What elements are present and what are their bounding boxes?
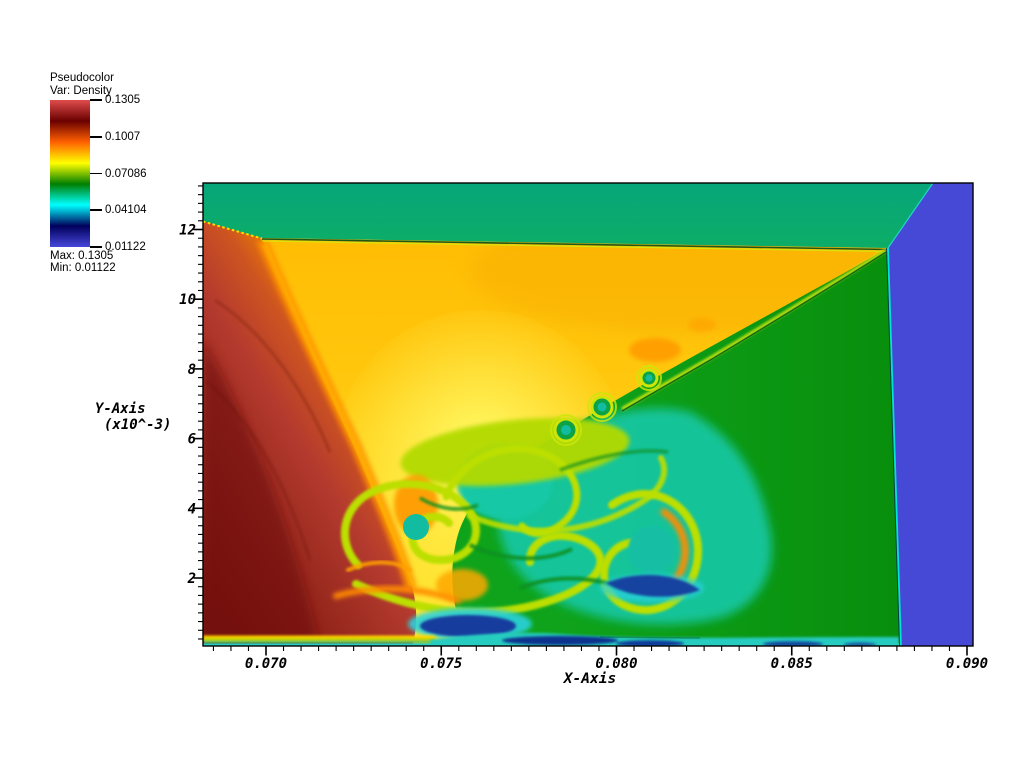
strip-green-layer [203, 641, 440, 644]
strip-dark-line [599, 636, 701, 639]
legend-tick-mark [90, 99, 102, 101]
y-axis-scale-label: (x10^-3) [104, 417, 172, 433]
legend-tick-label: 0.01122 [105, 241, 146, 253]
region-top-band [203, 183, 933, 248]
lime-ribbon [599, 490, 703, 615]
strip-navy-blob [616, 640, 684, 646]
green-filament [419, 496, 479, 511]
red-wedge-bright-edge [261, 243, 415, 589]
legend-tick-label: 0.1305 [105, 94, 141, 106]
lime-ribbon [352, 531, 605, 617]
x-tick-label: 0.085 [771, 656, 813, 672]
vortex-core [628, 526, 676, 574]
legend-min-value: Min: 0.01122 [50, 262, 116, 274]
strip-lime-layer [203, 638, 435, 642]
legend-tick-label: 0.1007 [105, 130, 141, 143]
blue-diagonal-cyan-line [887, 183, 934, 249]
strip-navy-blob [763, 641, 823, 646]
navy-pocket [420, 615, 516, 637]
x-axis-ticks [212, 646, 968, 656]
y-tick-label: 2 [187, 571, 196, 587]
x-tick-label: 0.075 [420, 656, 462, 672]
x-tick-label: 0.070 [245, 656, 287, 672]
green-filament [559, 449, 669, 472]
y-tick-label: 12 [179, 223, 196, 239]
strip-navy-blob [502, 636, 618, 645]
orange-blob [436, 569, 488, 601]
slip-line-lime [621, 248, 887, 411]
orange-filament [333, 585, 461, 604]
legend-tick-mark [90, 135, 102, 138]
y-tick-label: 6 [188, 432, 196, 448]
y-axis-title: Y-Axis (x10^-3) [95, 401, 171, 433]
x-axis-title: X-Axis [563, 671, 617, 687]
rollup-core [561, 425, 571, 435]
legend-tick-label: 0.07086 [105, 167, 147, 180]
kh-rollups [550, 365, 662, 446]
x-tick-label: 0.080 [595, 656, 637, 672]
green-filament [469, 543, 573, 561]
legend-max-value: Max: 0.1305 [50, 250, 114, 262]
lime-ribbon [467, 455, 668, 534]
x-axis-tick-labels: 0.070 0.075 0.080 0.085 0.090 [245, 656, 988, 672]
flow-streak [214, 298, 332, 453]
strip-navy-blob [844, 642, 876, 646]
navy-crescent [606, 574, 700, 597]
orange-smudge [629, 338, 681, 362]
rollup-core [597, 402, 607, 412]
legend-tick-label: 0.04104 [105, 204, 147, 217]
y-axis-tick-labels: 2 4 6 8 10 12 [179, 223, 196, 588]
y-axis-label: Y-Axis [95, 401, 146, 417]
flow-streak [206, 381, 312, 561]
orange-filament [346, 560, 412, 572]
rollup-outer-ring [636, 365, 662, 391]
vortex-structures [333, 445, 704, 640]
y-axis-ticks [193, 185, 203, 640]
legend-tick-mark [90, 209, 102, 212]
blue-edge-cyan-line [887, 247, 902, 646]
orange-smudge [688, 318, 716, 332]
rollup-outer-ring [550, 414, 582, 446]
orange-crescent [660, 508, 689, 586]
bottom-boundary-layer [203, 632, 899, 646]
legend-variable: Var: Density [50, 84, 112, 97]
legend-tick-mark [90, 172, 102, 175]
legend-colorbar [50, 100, 90, 247]
slip-line-dark [621, 251, 887, 412]
blue-edge-dark-line [886, 247, 900, 646]
y-tick-label: 10 [179, 292, 196, 308]
legend-title: Pseudocolor [50, 72, 114, 84]
x-tick-label: 0.090 [946, 656, 988, 672]
rollup-outer-ring [587, 392, 617, 422]
rollup-core [645, 374, 653, 382]
region-blue-column [888, 183, 973, 646]
wedge-top-dotted-line [203, 220, 263, 240]
band-boundary-lime-line [261, 240, 889, 253]
plot-border [202, 182, 974, 647]
red-wedge-dark-core [203, 340, 320, 646]
density-field [203, 183, 973, 646]
y-tick-label: 4 [188, 501, 196, 517]
band-boundary-dark-line [261, 238, 889, 251]
y-tick-label: 8 [188, 362, 196, 378]
strip-yellow-layer [203, 635, 435, 639]
legend-tick-mark [90, 246, 102, 248]
vortex-core [403, 514, 429, 540]
